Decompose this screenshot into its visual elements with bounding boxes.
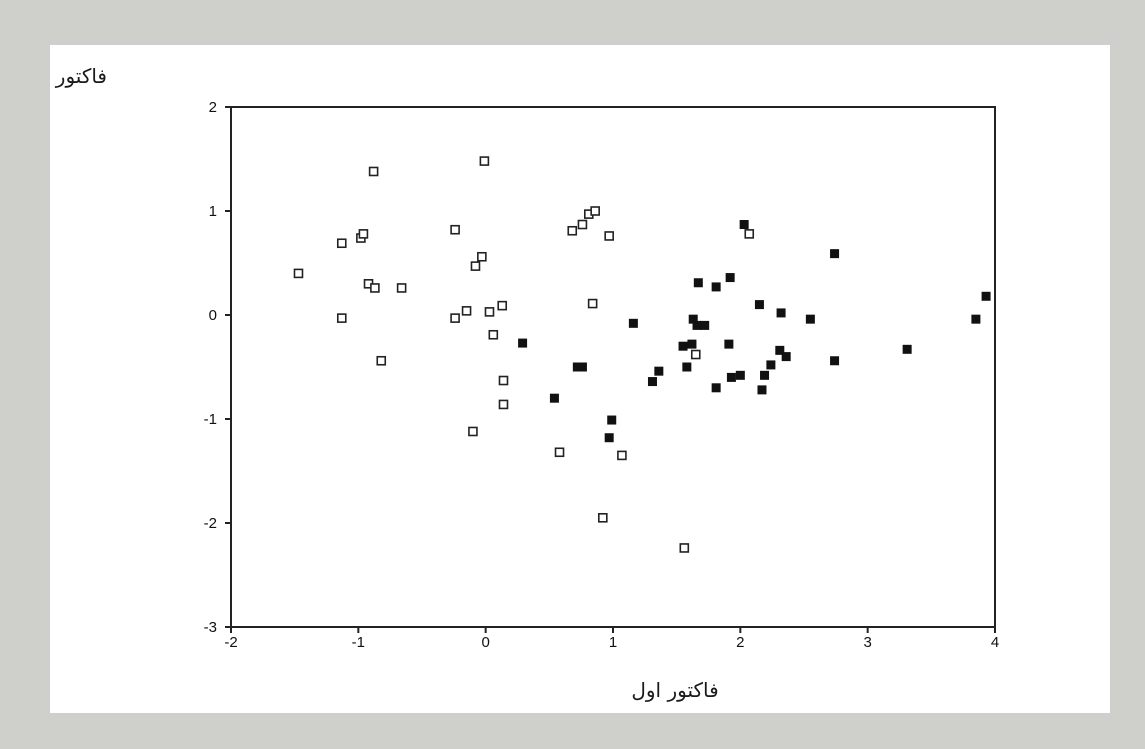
y-tick-label: 2 (209, 99, 217, 116)
x-tick-label: -2 (224, 634, 237, 651)
x-tick-label: 2 (736, 634, 744, 651)
x-tick-label: 3 (863, 634, 871, 651)
data-point-hollow (554, 447, 565, 458)
data-point-filled (647, 377, 657, 387)
data-point-hollow (744, 229, 755, 239)
scatter-chart: فاکتور دوم فاکتور اول -2 -1 0 1 2 3 4 2 1 0 -1 -2 -3 (50, 64, 999, 702)
y-tick-label: -1 (204, 411, 217, 428)
data-point-filled (776, 308, 786, 318)
data-point-hollow (468, 426, 478, 437)
y-tick-label: 0 (209, 307, 217, 324)
data-point-hollow (497, 300, 508, 311)
data-point-hollow (376, 355, 387, 366)
data-point-hollow (450, 313, 460, 323)
data-point-hollow (293, 268, 304, 279)
data-point-hollow (336, 238, 347, 249)
data-point-hollow (396, 283, 407, 293)
data-point-filled (726, 372, 736, 382)
data-point-filled (604, 433, 614, 443)
data-point-filled (687, 339, 697, 349)
chart-panel: فاکتور دوم فاکتور اول -2 -1 0 1 2 3 4 2 1 0 -1 -2 -3 (50, 45, 1110, 713)
data-point-filled (628, 318, 638, 328)
data-point-hollow (590, 206, 600, 216)
data-point-filled (781, 352, 791, 362)
data-point-filled (711, 282, 721, 292)
data-point-hollow (587, 298, 598, 309)
y-axis-label: فاکتور دوم (50, 64, 107, 88)
data-point-filled (830, 249, 840, 259)
data-point-filled (700, 320, 710, 330)
data-point-hollow (690, 349, 701, 360)
data-point-filled (518, 338, 528, 348)
data-point-filled (678, 341, 688, 351)
data-point-hollow (461, 306, 472, 316)
data-point-hollow (484, 307, 495, 317)
data-point-filled (682, 362, 692, 372)
data-point-hollow (567, 225, 578, 236)
data-point-filled (549, 393, 559, 403)
data-point-hollow (370, 283, 380, 293)
data-point-filled (775, 345, 785, 355)
data-point-hollow (488, 329, 499, 340)
data-point-hollow (368, 166, 379, 177)
data-point-hollow (477, 251, 487, 262)
data-point-hollow (358, 229, 369, 239)
data-point-filled (739, 220, 749, 230)
data-point-hollow (598, 512, 608, 523)
data-point-filled (711, 383, 721, 393)
x-axis-label: فاکتور اول (631, 678, 718, 702)
data-point-filled (760, 370, 770, 380)
data-point-hollow (470, 261, 481, 271)
data-point-filled (981, 291, 991, 301)
data-point-filled (692, 320, 702, 330)
data-point-filled (766, 360, 776, 370)
y-tick-label: -2 (204, 515, 217, 532)
data-point-filled (902, 344, 912, 354)
data-point-hollow (336, 313, 347, 323)
data-point-hollow (604, 231, 614, 241)
x-tick-label: 1 (609, 634, 617, 651)
data-point-filled (735, 370, 745, 380)
data-point-filled (688, 314, 698, 324)
x-tick-label: 4 (991, 634, 999, 651)
y-tick-label: -3 (204, 619, 217, 636)
data-point-hollow (479, 156, 490, 166)
data-point-hollow (679, 543, 690, 553)
data-point-filled (654, 366, 664, 376)
data-point-filled (572, 362, 582, 372)
data-point-hollow (498, 399, 509, 410)
data-point-hollow (450, 224, 460, 235)
y-tick-label: 1 (209, 203, 217, 220)
data-point-hollow (498, 375, 509, 386)
data-point-filled (693, 278, 703, 288)
data-point-filled (577, 362, 587, 372)
data-point-filled (725, 273, 735, 283)
x-tick-label: -1 (352, 634, 365, 651)
data-point-filled (971, 314, 981, 324)
plot-frame (230, 106, 996, 628)
data-point-hollow (577, 219, 588, 230)
data-point-filled (754, 300, 764, 310)
data-point-filled (607, 415, 617, 425)
data-point-hollow (617, 450, 627, 461)
data-point-filled (757, 385, 767, 395)
data-point-filled (830, 356, 840, 366)
x-tick-label: 0 (481, 634, 489, 651)
data-point-filled (724, 339, 734, 349)
data-point-filled (805, 314, 815, 324)
